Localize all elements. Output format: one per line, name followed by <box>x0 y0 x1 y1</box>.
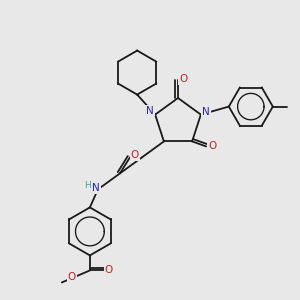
Text: O: O <box>131 150 139 161</box>
Text: O: O <box>68 272 76 282</box>
Text: O: O <box>179 74 187 84</box>
Text: H: H <box>85 181 91 190</box>
Text: N: N <box>92 183 100 194</box>
Text: N: N <box>146 106 154 116</box>
Text: O: O <box>105 266 113 275</box>
Text: O: O <box>208 141 216 152</box>
Text: N: N <box>202 106 210 117</box>
